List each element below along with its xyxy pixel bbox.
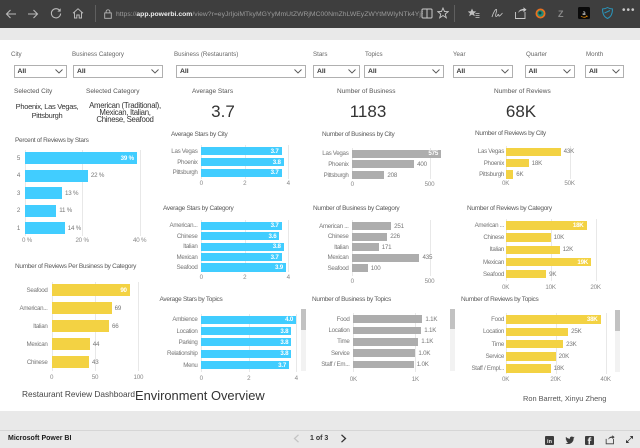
svg-text:a: a xyxy=(582,8,586,17)
svg-text:in: in xyxy=(547,439,553,445)
